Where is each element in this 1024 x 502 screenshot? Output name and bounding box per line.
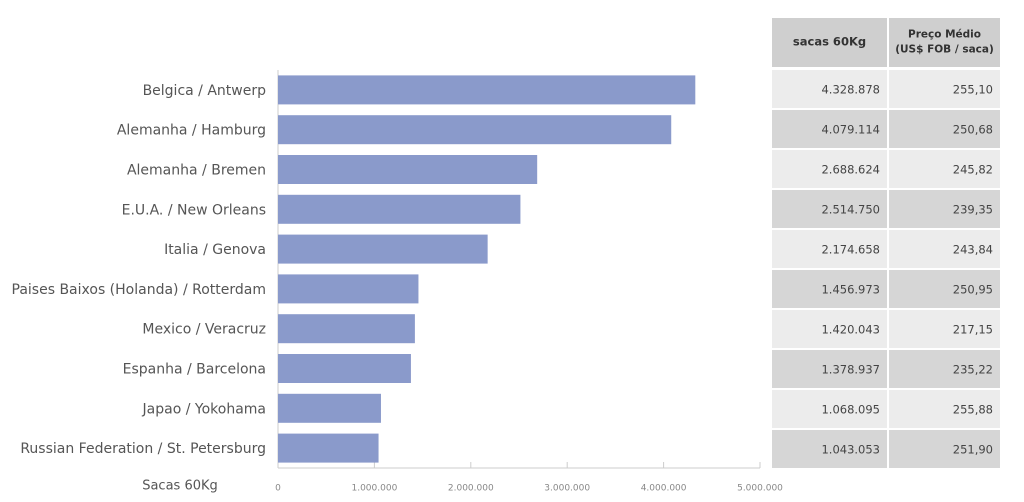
bar — [278, 155, 538, 184]
table-cell — [772, 230, 887, 268]
table-cell — [889, 430, 1000, 468]
bar — [278, 75, 696, 105]
table-cell — [772, 150, 887, 188]
table-cell — [772, 190, 887, 228]
x-axis-label: Sacas 60Kg — [142, 479, 218, 494]
x-tick-label: 5.000.000 — [737, 484, 783, 494]
bar — [278, 314, 415, 344]
table-cell-text: 243,84 — [953, 243, 993, 257]
y-tick-label: Belgica / Antwerp — [143, 83, 267, 99]
bar — [278, 194, 521, 224]
y-tick-label: Italia / Genova — [164, 242, 266, 258]
x-tick-label: 4.000.000 — [641, 484, 687, 494]
x-tick-label: 0 — [275, 484, 281, 494]
table-cell-text: 1.043.053 — [821, 443, 880, 457]
y-tick-label: Mexico / Veracruz — [142, 322, 266, 338]
y-tick-label: Alemanha / Hamburg — [117, 123, 266, 139]
table-cell — [772, 110, 887, 148]
table-cell-text: 2.174.658 — [821, 243, 880, 257]
table-cell — [772, 350, 887, 388]
table-cell-text: 245,82 — [953, 163, 993, 177]
y-tick-label: E.U.A. / New Orleans — [122, 202, 266, 218]
table-cell — [889, 110, 1000, 148]
table-cell-text: 235,22 — [953, 363, 993, 377]
table-cell-text: 4.328.878 — [821, 83, 880, 97]
x-tick-label: 3.000.000 — [544, 484, 590, 494]
y-tick-label: Russian Federation / St. Petersburg — [20, 441, 266, 457]
table-cell — [772, 270, 887, 308]
x-tick-label: 2.000.000 — [448, 484, 494, 494]
table-cell-text: 2.688.624 — [821, 163, 880, 177]
table-cell-text: 4.079.114 — [821, 123, 880, 137]
bar — [278, 115, 672, 145]
table-cell-text: 251,90 — [953, 443, 993, 457]
table-cell — [889, 70, 1000, 108]
table-cell — [772, 310, 887, 348]
table-cell-text: 217,15 — [953, 323, 993, 337]
table-cell — [889, 310, 1000, 348]
table-cell — [889, 350, 1000, 388]
table-cell-text: 239,35 — [953, 203, 993, 217]
y-tick-label: Paises Baixos (Holanda) / Rotterdam — [12, 282, 266, 298]
bar — [278, 274, 419, 304]
table-cell-text: 1.420.043 — [821, 323, 880, 337]
table-cell-text: 1.378.937 — [821, 363, 880, 377]
table-header-text: (US$ FOB / saca) — [895, 44, 994, 56]
table-cell-text: 2.514.750 — [821, 203, 880, 217]
table-header-text: Preço Médio — [908, 29, 981, 41]
table-cell-text: 250,95 — [953, 283, 993, 297]
table-cell-text: 250,68 — [953, 123, 993, 137]
table-cell — [889, 190, 1000, 228]
table-cell-text: 255,10 — [953, 83, 993, 97]
table-header-cell — [772, 18, 887, 67]
y-tick-label: Espanha / Barcelona — [123, 362, 266, 378]
table-cell — [889, 390, 1000, 428]
table-cell — [772, 390, 887, 428]
x-tick-label: 1.000.000 — [351, 484, 397, 494]
table-header-cell — [889, 18, 1000, 67]
table-cell — [772, 430, 887, 468]
bar — [278, 354, 411, 383]
table-cell-text: 1.068.095 — [821, 403, 880, 417]
table-cell-text: 1.456.973 — [821, 283, 880, 297]
bar — [278, 234, 488, 264]
table-cell-text: 255,88 — [953, 403, 993, 417]
table-cell — [772, 70, 887, 108]
table-cell — [889, 230, 1000, 268]
table-header-text: sacas 60Kg — [793, 35, 866, 49]
table-cell — [889, 270, 1000, 308]
y-tick-label: Japao / Yokohama — [142, 401, 266, 417]
y-tick-label: Alemanha / Bremen — [127, 163, 266, 179]
bar — [278, 393, 381, 423]
table-cell — [889, 150, 1000, 188]
bar — [278, 433, 379, 463]
